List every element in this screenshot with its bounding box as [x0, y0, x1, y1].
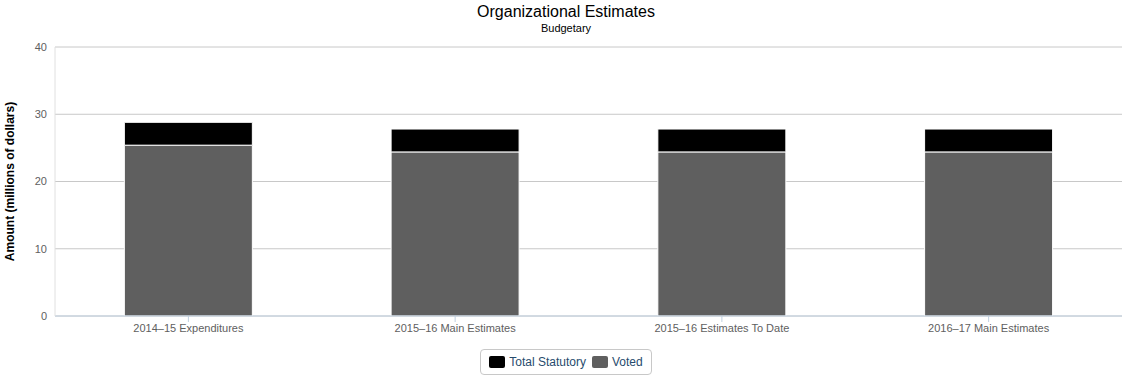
svg-text:0: 0 — [41, 310, 47, 322]
svg-text:20: 20 — [35, 175, 47, 187]
svg-text:2014–15 Expenditures: 2014–15 Expenditures — [133, 322, 244, 334]
svg-text:2016–17 Main Estimates: 2016–17 Main Estimates — [928, 322, 1050, 334]
svg-text:Amount (millions of dollars): Amount (millions of dollars) — [8, 102, 17, 261]
svg-text:10: 10 — [35, 243, 47, 255]
svg-text:40: 40 — [35, 41, 47, 53]
svg-text:30: 30 — [35, 108, 47, 120]
svg-text:2015–16 Estimates To Date: 2015–16 Estimates To Date — [654, 322, 789, 334]
html-text:Total Statutory: Total Statutory — [509, 355, 586, 369]
html-text:Organizational Estimates: Organizational Estimates — [477, 3, 655, 20]
html-text:Budgetary: Budgetary — [540, 22, 592, 34]
html-text:Voted: Voted — [612, 355, 643, 369]
svg-text:2015–16 Main Estimates: 2015–16 Main Estimates — [395, 322, 517, 334]
